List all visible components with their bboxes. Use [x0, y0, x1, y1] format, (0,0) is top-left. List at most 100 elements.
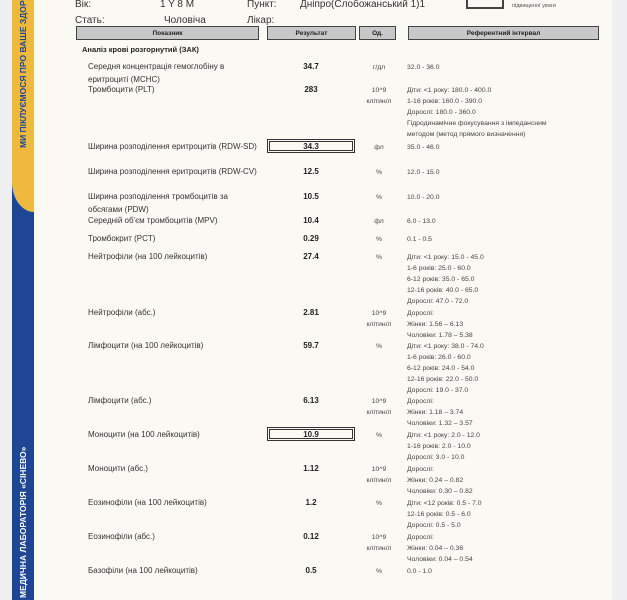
- reference-line: 12-16 років: 40.0 - 65.0: [407, 287, 479, 294]
- unit: г/дл: [372, 64, 386, 71]
- reference-line: Жінки: 0.24 – 0.82: [407, 477, 464, 484]
- result-value: 27.4: [303, 252, 319, 261]
- reference-line: Дорослі:: [407, 398, 434, 405]
- indicator-name: Ширина розподілення тромбоцитів за обсяг…: [88, 192, 228, 214]
- indicator-name: Моноцити (абс.): [88, 464, 148, 473]
- reference-line: 1-16 років: 2.0 - 10.0: [407, 443, 471, 450]
- unit: %: [375, 343, 383, 350]
- sidebar-slogan: МИ ПІКЛУЄМОСЯ ПРО ВАШЕ ЗДОРОВ: [18, 0, 28, 148]
- header-indicator: Показник: [76, 26, 259, 40]
- reference-interval: Дорослі: Жінки: 1.18 – 3.74 Чоловіки: 1.32…: [407, 396, 607, 429]
- report-page: [34, 0, 612, 600]
- indicator-name: Ширина розподілення еритроцитів (RDW-CV): [88, 167, 257, 176]
- reference-line: методом (метод прямого визначення): [407, 131, 526, 138]
- sidebar-banner: МИ ПІКЛУЄМОСЯ ПРО ВАШЕ ЗДОРОВ МЕДИЧНА ЛА…: [12, 0, 34, 600]
- reference-line: Діти: <1 року: 38.0 - 74.0: [407, 343, 484, 350]
- reference-line: 6.0 - 13.0: [407, 218, 436, 225]
- reference-line: 1-6 років: 26.0 - 60.0: [407, 354, 471, 361]
- reference-line: 12-16 років: 0.5 - 6.0: [407, 511, 471, 518]
- reference-line: Діти: <1 року: 2.0 - 12.0: [407, 432, 480, 439]
- reference-interval: Діти: <12 років: 0.5 - 7.0 12-16 років: 0…: [407, 498, 607, 531]
- reference-line: 6-12 років: 24.0 - 54.0: [407, 365, 475, 372]
- reference-line: 6-12 років: 35.0 - 65.0: [407, 276, 475, 283]
- indicator-name: Лімфоцити (абс.): [88, 396, 152, 405]
- reference-line: Діти: <12 років: 0.5 - 7.0: [407, 500, 482, 507]
- reference-line: Дорослі: 180.0 - 360.0: [407, 109, 476, 116]
- indicator-name: Базофіли (на 100 лейкоцитів): [88, 566, 198, 575]
- reference-interval: 35.0 - 46.0: [407, 142, 607, 153]
- reference-line: Жінки: 1.18 – 3.74: [407, 409, 464, 416]
- result-value: 6.13: [303, 396, 319, 405]
- reference-line: Чоловіки: 0.30 – 0.82: [407, 488, 473, 495]
- result-value: 0.12: [303, 532, 319, 541]
- reference-line: Чоловіки: 1.32 – 3.57: [407, 420, 473, 427]
- reference-line: 1-16 років: 160.0 - 390.0: [407, 98, 482, 105]
- result-value: 10.5: [303, 192, 319, 201]
- result-value: 59.7: [303, 341, 319, 350]
- reference-interval: 0.1 - 0.5: [407, 234, 607, 245]
- result-value: 283: [304, 85, 318, 94]
- reference-line: Дорослі: 47.0 - 72.0: [407, 298, 469, 305]
- result-value: 2.81: [303, 308, 319, 317]
- unit: 10^9 клітин/л: [366, 310, 392, 328]
- reference-line: 35.0 - 46.0: [407, 144, 440, 151]
- indicator-name: Еозинофіли (на 100 лейкоцитів): [88, 498, 207, 507]
- reference-interval: Діти: <1 року: 38.0 - 74.0 1-6 років: 26.…: [407, 341, 607, 396]
- indicator-name: Тромбоцити (PLT): [88, 85, 155, 94]
- unit: фл: [374, 144, 384, 151]
- reference-line: 0.0 - 1.0: [407, 568, 432, 575]
- result-value: 10.4: [303, 216, 319, 225]
- point-label: Пункт:: [247, 0, 277, 10]
- header-result: Результат: [267, 26, 356, 40]
- age-label: Вік:: [75, 0, 92, 10]
- unit: %: [375, 500, 383, 507]
- reference-interval: 12.0 - 15.0: [407, 167, 607, 178]
- reference-line: Жінки: 0.04 – 0.36: [407, 545, 464, 552]
- reference-line: Діти: <1 року: 15.0 - 45.0: [407, 254, 484, 261]
- reference-interval: 32.0 - 36.0: [407, 62, 607, 73]
- unit: 10^9 клітин/л: [366, 87, 392, 105]
- indicator-name: Ширина розподілення еритроцитів (RDW-SD): [88, 142, 257, 151]
- reference-interval: Дорослі: Жінки: 0.24 – 0.82 Чоловіки: 0.30…: [407, 464, 607, 497]
- indicator-name: Нейтрофіли (на 100 лейкоцитів): [88, 252, 208, 261]
- indicator-name: Лімфоцити (на 100 лейкоцитів): [88, 341, 204, 350]
- reference-line: Дорослі: 0.5 - 5.0: [407, 522, 461, 529]
- flagged-result-value: 10.9: [267, 427, 355, 441]
- unit: 10^9 клітин/л: [366, 466, 392, 484]
- legend-note: підвищеної уваги: [512, 3, 556, 9]
- point-value: Дніпро(Слобожанський 1)1: [300, 0, 426, 10]
- header-unit: Од.: [359, 26, 396, 40]
- sex-value: Чоловіча: [164, 15, 206, 26]
- reference-line: 0.1 - 0.5: [407, 236, 432, 243]
- unit: фл: [374, 218, 384, 225]
- result-value: 12.5: [303, 167, 319, 176]
- result-value: 0.5: [305, 566, 317, 575]
- doctor-label: Лікар:: [247, 15, 275, 26]
- result-value: 0.29: [303, 234, 319, 243]
- legend-flag-box: [466, 0, 504, 9]
- age-value: 1 Y 8 M: [160, 0, 195, 10]
- reference-line: Дорослі:: [407, 534, 434, 541]
- unit: %: [375, 254, 383, 261]
- sidebar-lab-name: МЕДИЧНА ЛАБОРАТОРІЯ «СІНЕВО»: [18, 446, 28, 598]
- reference-line: Дорослі:: [407, 310, 434, 317]
- reference-line: 12.0 - 15.0: [407, 169, 440, 176]
- sex-label: Стать:: [75, 15, 105, 26]
- reference-line: Дорослі:: [407, 466, 434, 473]
- flagged-result-value: 34.3: [267, 139, 355, 153]
- unit: %: [375, 194, 383, 201]
- header-reference: Референтний інтервал: [408, 26, 599, 40]
- reference-interval: Дорослі: Жінки: 0.04 – 0.36 Чоловіки: 0.04…: [407, 532, 607, 565]
- section-title: Аналіз крові розгорнутий (ЗАК): [82, 45, 199, 54]
- reference-line: Жінки: 1.56 – 6.13: [407, 321, 464, 328]
- reference-line: Діти: <1 року: 180.0 - 400.0: [407, 87, 492, 94]
- indicator-name: Нейтрофіли (абс.): [88, 308, 156, 317]
- result-value: 1.12: [303, 464, 319, 473]
- unit: %: [375, 169, 383, 176]
- reference-interval: 10.0 - 20.0: [407, 192, 607, 203]
- reference-interval: 6.0 - 13.0: [407, 216, 607, 227]
- reference-interval: Діти: <1 року: 15.0 - 45.0 1-6 років: 25.…: [407, 252, 607, 307]
- reference-line: Дорослі: 3.0 - 10.0: [407, 454, 465, 461]
- unit: %: [375, 236, 383, 243]
- indicator-name: Тромбокрит (PCT): [88, 234, 156, 243]
